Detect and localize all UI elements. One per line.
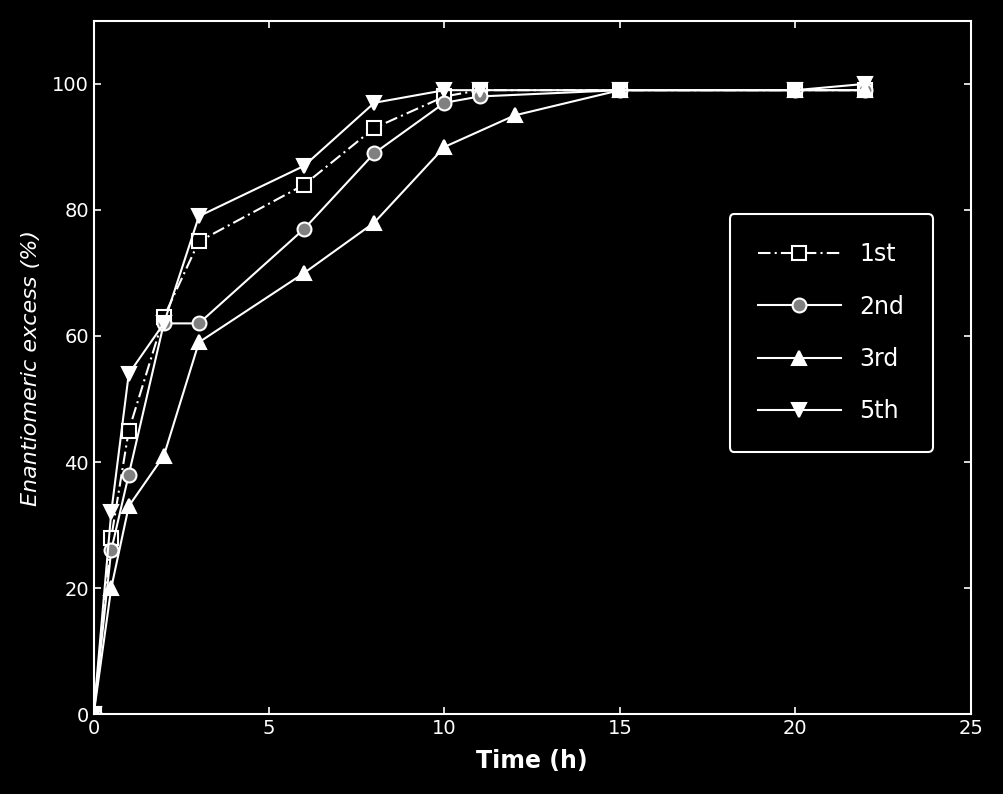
3rd — [859, 86, 871, 95]
Line: 1st: 1st — [86, 83, 872, 721]
2nd — [473, 92, 485, 102]
2nd — [788, 86, 800, 95]
5th — [193, 211, 205, 221]
3rd — [157, 451, 170, 461]
2nd — [438, 98, 450, 107]
1st — [859, 86, 871, 95]
1st — [438, 92, 450, 102]
1st — [122, 426, 134, 435]
Line: 2nd: 2nd — [86, 83, 872, 721]
5th — [788, 86, 800, 95]
3rd — [298, 268, 310, 278]
1st — [613, 86, 625, 95]
2nd — [87, 709, 99, 719]
3rd — [122, 502, 134, 511]
5th — [368, 98, 380, 107]
3rd — [509, 110, 521, 120]
1st — [157, 312, 170, 322]
Legend: 1st, 2nd, 3rd, 5th: 1st, 2nd, 3rd, 5th — [729, 214, 932, 452]
3rd — [438, 142, 450, 152]
5th — [87, 709, 99, 719]
X-axis label: Time (h): Time (h) — [475, 750, 588, 773]
2nd — [613, 86, 625, 95]
5th — [298, 161, 310, 171]
5th — [157, 318, 170, 328]
3rd — [368, 218, 380, 227]
2nd — [859, 86, 871, 95]
1st — [298, 180, 310, 190]
2nd — [105, 545, 117, 555]
1st — [368, 123, 380, 133]
1st — [473, 86, 485, 95]
3rd — [788, 86, 800, 95]
1st — [788, 86, 800, 95]
3rd — [105, 584, 117, 593]
5th — [613, 86, 625, 95]
2nd — [193, 318, 205, 328]
3rd — [613, 86, 625, 95]
1st — [87, 709, 99, 719]
3rd — [87, 709, 99, 719]
2nd — [298, 224, 310, 233]
2nd — [368, 148, 380, 158]
5th — [859, 79, 871, 89]
5th — [122, 369, 134, 379]
Y-axis label: Enantiomeric excess (%): Enantiomeric excess (%) — [21, 229, 41, 506]
Line: 3rd: 3rd — [86, 83, 872, 721]
5th — [105, 507, 117, 517]
3rd — [193, 337, 205, 347]
2nd — [122, 470, 134, 480]
1st — [193, 237, 205, 246]
1st — [105, 533, 117, 542]
5th — [438, 86, 450, 95]
Line: 5th: 5th — [86, 77, 872, 721]
2nd — [157, 318, 170, 328]
5th — [473, 86, 485, 95]
